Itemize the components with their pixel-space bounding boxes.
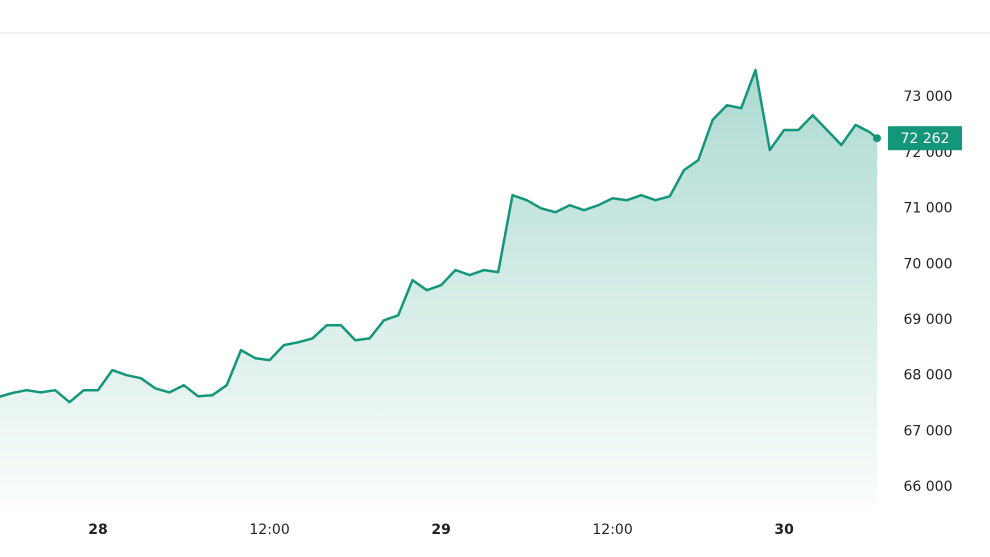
y-tick-label: 70 000 <box>904 256 953 272</box>
area <box>0 70 877 505</box>
last-point <box>873 134 881 143</box>
y-tick-label: 69 000 <box>904 312 953 328</box>
x-tick-label: 29 <box>431 522 450 538</box>
y-tick-label: 67 000 <box>904 423 953 439</box>
y-tick-label: 68 000 <box>904 368 953 384</box>
x-tick-label: 28 <box>88 522 107 538</box>
x-tick-label: 30 <box>774 522 794 538</box>
current-label: 72 262 <box>901 131 950 147</box>
y-tick-label: 73 000 <box>904 89 953 105</box>
current-badge <box>888 126 962 151</box>
y-tick-label: 66 000 <box>904 479 953 495</box>
price-line <box>0 68 878 404</box>
x-tick-label: 12:00 <box>249 522 289 538</box>
x-tick-label: 12:00 <box>592 522 632 538</box>
y-tick-label: 71 000 <box>904 201 953 217</box>
